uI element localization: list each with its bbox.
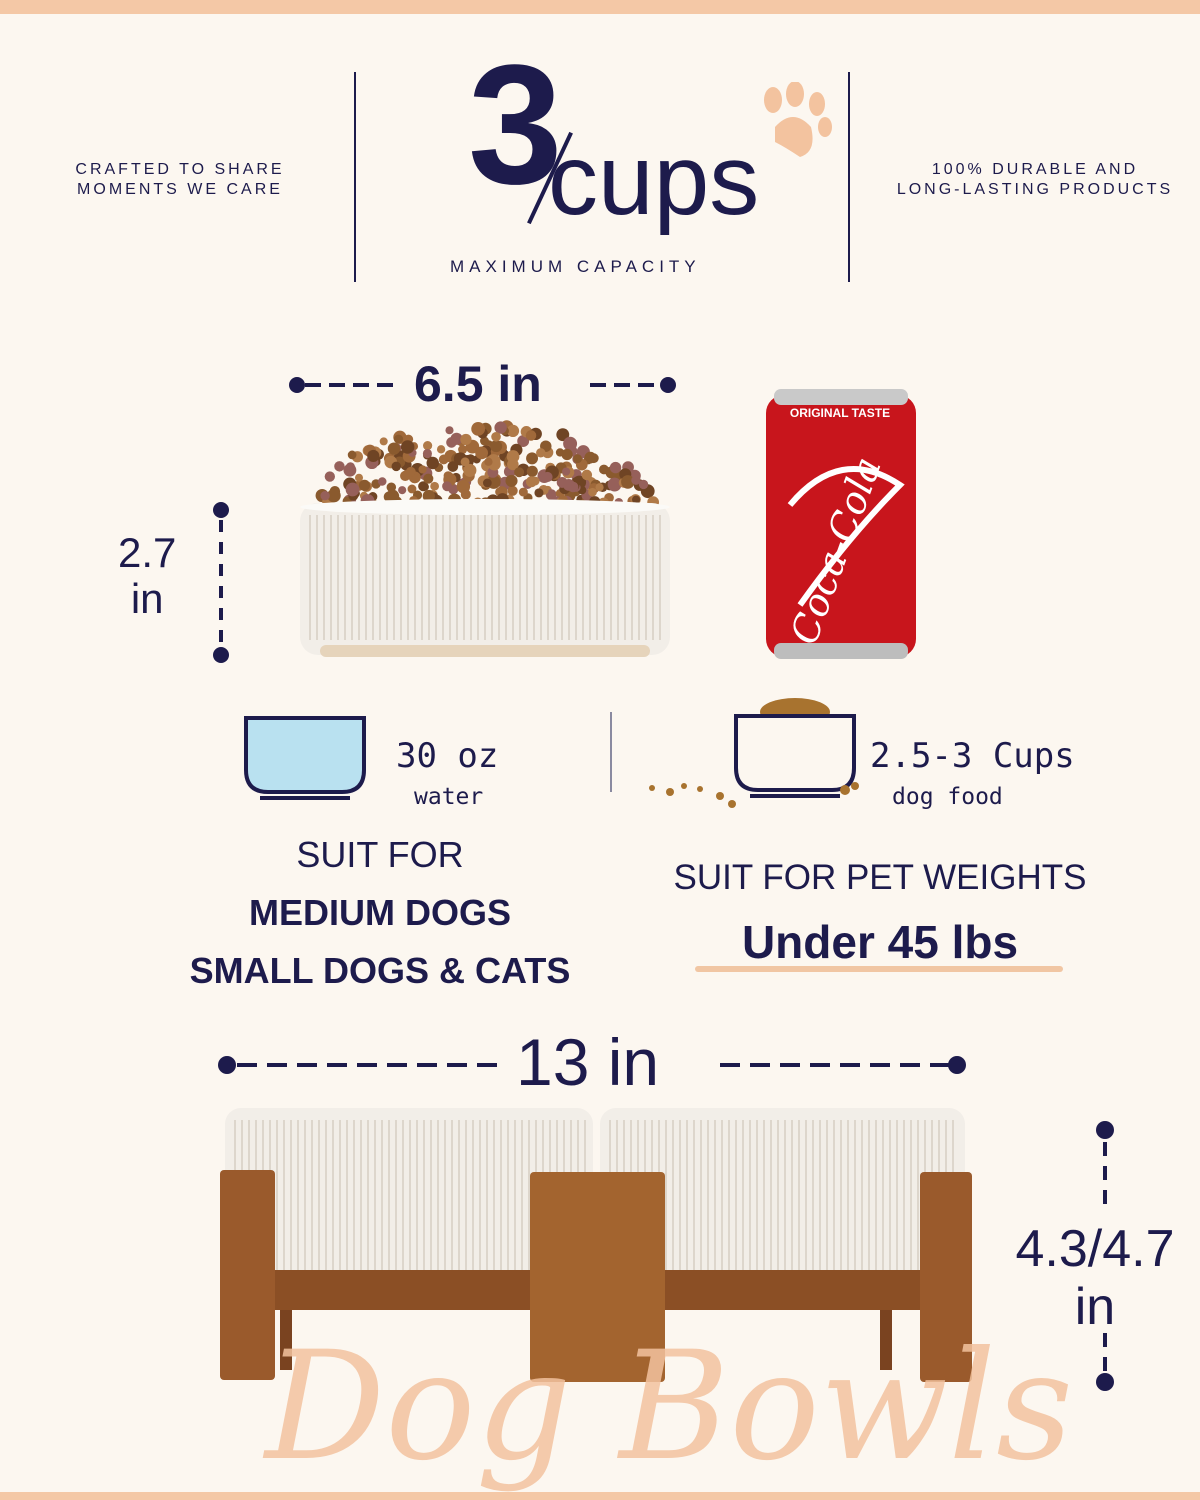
stand-width-dimension-line [218,1056,966,1074]
soda-can-image: ORIGINAL TASTE Coca-Cola [766,389,916,659]
food-label: dog food [892,784,1003,810]
suit-line: MEDIUM DOGS [248,892,511,933]
water-amount: 30 oz [396,736,499,776]
can-label: ORIGINAL TASTE [790,406,890,420]
suitable-pets: SUIT FOR MEDIUM DOGS SMALL DOGS & CATS [150,826,610,1000]
stand-width-label: 13 in [516,1025,660,1099]
stand-height-dimension-line [1096,1121,1114,1391]
tagline-line: MOMENTS WE CARE [77,181,283,198]
elevated-bowl-stand-image [220,1108,972,1382]
suit-line: SMALL DOGS & CATS [189,950,571,991]
height-dimension-line [213,502,229,663]
bowl-with-food-image [300,420,670,657]
bottom-border [0,1492,1200,1500]
divider [354,72,356,282]
tagline-line: LONG-LASTING PRODUCTS [896,181,1174,198]
height-unit: in [1074,1278,1116,1336]
left-tagline: CRAFTED TO SHARE MOMENTS WE CARE [60,160,300,200]
capacity-label: MAXIMUM CAPACITY [450,257,701,276]
height-value: 2.7 [118,529,177,576]
bowl-width-label: 6.5 in [414,356,542,412]
food-bowl-icon [649,698,859,808]
tagline-line: CRAFTED TO SHARE [75,161,285,178]
divider [848,72,850,282]
script-title: Dog Bowls [265,1320,1074,1494]
food-amount: 2.5-3 Cups [870,736,1075,776]
capacity-unit: cups [548,124,760,236]
underline-accent [695,966,1063,972]
weight-value: Under 45 lbs [741,916,1019,968]
suit-line: SUIT FOR [296,834,464,875]
water-bowl-icon [244,716,366,800]
divider [610,712,612,792]
width-dimension-line [289,377,676,393]
height-value: 4.3/4.7 [1015,1220,1175,1278]
top-border [0,0,1200,14]
water-label: water [414,784,484,810]
height-unit: in [130,575,164,622]
bowl-height-label: 2.7 in [118,530,176,622]
weight-title: SUIT FOR PET WEIGHTS [673,858,1087,897]
right-tagline: 100% DURABLE AND LONG-LASTING PRODUCTS [875,160,1195,200]
paw-icon [764,82,832,157]
tagline-line: 100% DURABLE AND [931,161,1139,178]
stand-height-label: 4.3/4.7 in [1000,1220,1190,1336]
